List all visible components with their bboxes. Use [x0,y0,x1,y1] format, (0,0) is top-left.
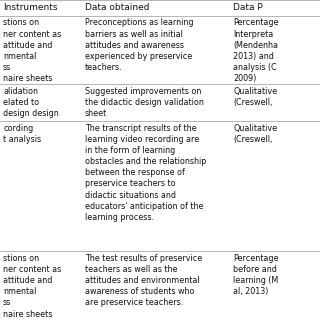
Text: Preconceptions as learning
barriers as well as initial
attitudes and awareness
e: Preconceptions as learning barriers as w… [85,19,194,72]
Text: Percentage
Interpreta
(Mendenha
2013) and
analysis (C
2009): Percentage Interpreta (Mendenha 2013) an… [233,19,278,83]
Text: stions on
ner content as
attitude and
nmental
ss
naire sheets: stions on ner content as attitude and nm… [3,254,61,319]
Text: Data obtained: Data obtained [85,3,149,12]
Text: alidation
elated to
design design: alidation elated to design design [3,87,59,118]
Text: Suggested improvements on
the didactic design validation
sheet: Suggested improvements on the didactic d… [85,87,204,118]
Text: Instruments: Instruments [3,3,58,12]
Text: Data P: Data P [233,3,263,12]
Text: stions on
ner content as
attitude and
nmental
ss
naire sheets: stions on ner content as attitude and nm… [3,19,61,83]
Text: The transcript results of the
learning video recording are
in the form of learni: The transcript results of the learning v… [85,124,206,222]
Text: Qualitative
(Creswell,: Qualitative (Creswell, [233,124,277,144]
Text: Percentage
before and
learning (M
al, 2013): Percentage before and learning (M al, 20… [233,254,278,296]
Text: cording
t analysis: cording t analysis [3,124,41,144]
Text: The test results of preservice
teachers as well as the
attitudes and environment: The test results of preservice teachers … [85,254,202,308]
Text: Qualitative
(Creswell,: Qualitative (Creswell, [233,87,277,107]
